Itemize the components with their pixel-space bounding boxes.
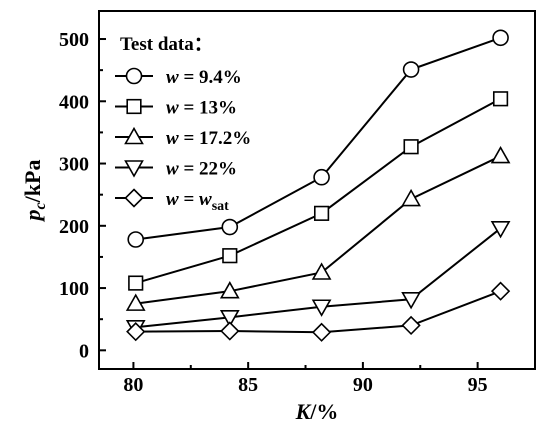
data-point-triangle-up <box>490 145 511 164</box>
legend-label: w = 22% <box>166 159 237 180</box>
data-point-square <box>128 275 144 291</box>
legend-value: w <box>199 189 212 210</box>
legend-item: w = 22% <box>115 159 237 180</box>
data-point-square <box>313 205 330 221</box>
y-axis-unit: /kPa <box>20 160 45 204</box>
legend-var: w <box>166 159 179 180</box>
x-axis-unit: /% <box>309 399 338 424</box>
legend-eq: = <box>179 128 199 149</box>
legend-item: w = 9.4% <box>115 67 242 88</box>
x-tick-label: 85 <box>238 374 258 396</box>
x-axis-label: K/% <box>295 399 339 424</box>
legend-eq: = <box>179 159 199 180</box>
data-point-triangle-down <box>311 299 332 317</box>
y-tick-label: 500 <box>59 29 89 51</box>
legend-item: w = wsat <box>115 188 229 214</box>
data-point-circle <box>492 29 509 47</box>
data-point-circle <box>221 218 239 236</box>
y-tick-label: 400 <box>59 91 89 113</box>
series-2 <box>128 91 509 291</box>
data-point-circle <box>313 168 330 186</box>
legend-value: 22% <box>199 159 237 180</box>
series-3 <box>125 145 511 311</box>
x-axis-var: K <box>295 399 312 424</box>
legend-value: 9.4% <box>199 67 242 88</box>
legend-item: w = 17.2% <box>115 126 251 149</box>
legend-marker <box>124 126 144 145</box>
legend-label: w = 13% <box>166 98 237 119</box>
y-tick-label: 0 <box>79 340 89 362</box>
plot-frame <box>98 10 536 370</box>
legend-var: w <box>166 67 179 88</box>
series-4 <box>125 220 511 338</box>
legend-var: w <box>166 189 179 210</box>
y-axis-sub: c <box>32 202 49 209</box>
data-point-square <box>222 248 238 264</box>
series-1 <box>127 29 509 248</box>
legend-sub: sat <box>212 199 229 214</box>
legend-var: w <box>166 128 179 149</box>
legend-value: 17.2% <box>199 128 251 149</box>
data-point-triangle-down <box>219 310 240 328</box>
legend-marker <box>126 98 142 115</box>
legend-label: w = 9.4% <box>166 67 242 88</box>
data-point-diamond <box>126 322 146 342</box>
y-axis-label: pc/kPa <box>20 160 49 223</box>
x-tick-label: 90 <box>353 374 373 396</box>
legend-label: w = wsat <box>166 189 229 214</box>
legend-marker <box>124 160 144 178</box>
data-point-diamond <box>220 321 240 341</box>
x-tick-label: 95 <box>468 374 488 396</box>
legend-marker <box>125 67 143 85</box>
axes: 80 85 90 95 0 100 200 300 400 500 <box>59 29 488 396</box>
data-point-triangle-up <box>219 281 240 299</box>
data-point-triangle-up <box>311 262 332 280</box>
data-point-triangle-up <box>125 293 146 311</box>
data-point-diamond <box>401 315 421 336</box>
legend-label: w = 17.2% <box>166 128 251 149</box>
data-point-square <box>492 91 509 107</box>
series-group <box>125 29 511 342</box>
data-point-circle <box>402 61 420 78</box>
legend-eq: = <box>179 98 199 119</box>
legend-eq: = <box>179 189 199 210</box>
legend-marker <box>124 188 144 208</box>
data-point-triangle-up <box>401 188 421 207</box>
x-tick-label: 80 <box>123 374 143 396</box>
data-point-diamond <box>311 322 332 342</box>
legend-var: w <box>166 98 179 119</box>
y-tick-label: 300 <box>59 154 89 176</box>
y-tick-label: 100 <box>59 278 89 300</box>
data-point-square <box>403 139 419 155</box>
series-5 <box>126 281 511 342</box>
legend-eq: = <box>179 67 199 88</box>
data-point-triangle-down <box>401 291 421 310</box>
data-point-circle <box>127 231 145 248</box>
legend-title: Test data： <box>120 34 213 55</box>
legend: Test data： w = 9.4%w = 13%w = 17.2%w = 2… <box>115 34 251 214</box>
y-tick-label: 200 <box>59 216 89 238</box>
data-point-diamond <box>490 281 511 301</box>
data-point-triangle-down <box>490 220 511 239</box>
legend-item: w = 13% <box>115 98 237 119</box>
legend-value: 13% <box>199 98 237 119</box>
y-axis-var: p <box>20 209 45 222</box>
